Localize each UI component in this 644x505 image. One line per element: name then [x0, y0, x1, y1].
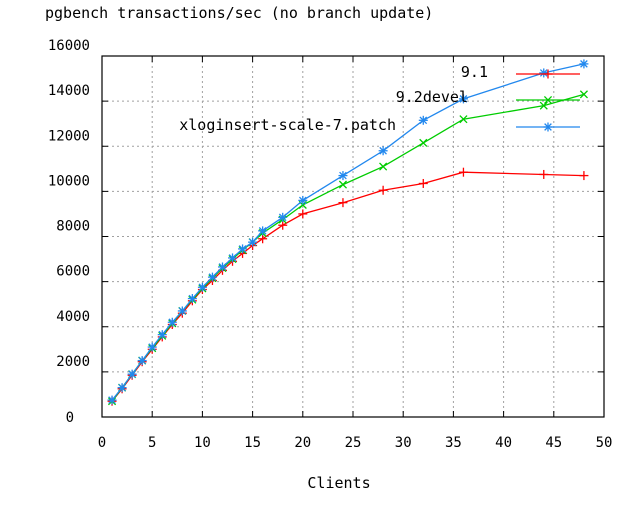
- data-point: [248, 237, 258, 247]
- data-point: [117, 383, 127, 393]
- data-point: [238, 244, 248, 254]
- y-tick-label: 2000: [56, 354, 90, 370]
- axis-ticks: 0 5 10 15 20 25 30 35 40 45 50 0 2000 4000 6000 8000 100…: [48, 38, 613, 451]
- data-point: [418, 178, 428, 188]
- data-point: [579, 59, 589, 69]
- data-point: [419, 138, 428, 147]
- data-point: [197, 282, 207, 292]
- legend-entry: xloginsert-scale-7.patch: [179, 116, 580, 134]
- data-point: [543, 69, 553, 79]
- data-point: [207, 272, 217, 282]
- data-point: [458, 167, 468, 177]
- x-tick-label: 30: [395, 435, 412, 451]
- data-point: [338, 198, 348, 208]
- data-point: [378, 146, 388, 156]
- x-tick-label: 25: [345, 435, 362, 451]
- data-point: [543, 122, 553, 132]
- y-tick-label: 16000: [48, 38, 90, 54]
- y-tick-label: 6000: [56, 264, 90, 280]
- data-point: [378, 185, 388, 195]
- legend-label: xloginsert-scale-7.patch: [179, 116, 396, 134]
- chart-title: pgbench transactions/sec (no branch upda…: [45, 4, 433, 22]
- data-point: [579, 171, 589, 181]
- data-point: [137, 356, 147, 366]
- y-tick-label: 4000: [56, 309, 90, 325]
- data-point: [298, 209, 308, 219]
- x-tick-label: 15: [244, 435, 261, 451]
- y-tick-label: 12000: [48, 128, 90, 144]
- series-line: [111, 93, 585, 402]
- data-point: [539, 68, 549, 78]
- legend-entry: 9.2devel: [396, 88, 580, 106]
- data-point: [338, 180, 348, 189]
- data-point: [177, 306, 187, 316]
- data-point: [127, 369, 137, 379]
- series-1: [107, 90, 588, 406]
- x-tick-label: 35: [445, 435, 462, 451]
- y-tick-label: 8000: [56, 219, 90, 235]
- y-tick-label: 14000: [48, 83, 90, 99]
- data-point: [379, 162, 388, 171]
- data-point: [539, 101, 548, 110]
- x-tick-label: 50: [596, 435, 613, 451]
- data-point: [217, 262, 227, 272]
- data-point: [543, 95, 553, 105]
- data-point: [187, 294, 197, 304]
- data-point: [579, 90, 588, 99]
- series-0: [107, 167, 589, 406]
- legend-label: 9.1: [461, 63, 488, 81]
- data-point: [167, 317, 177, 327]
- grid: [102, 56, 604, 417]
- data-point: [157, 330, 167, 340]
- data-point: [107, 395, 117, 405]
- data-point: [258, 226, 268, 236]
- legend-entry: 9.1: [461, 63, 580, 81]
- data-point: [147, 342, 157, 352]
- x-tick-label: 0: [98, 435, 106, 451]
- x-tick-label: 40: [495, 435, 512, 451]
- series-2: [107, 59, 589, 405]
- data-point: [338, 171, 348, 181]
- x-tick-label: 5: [148, 435, 156, 451]
- data-point: [228, 253, 238, 263]
- data-point: [278, 212, 288, 222]
- data-point: [418, 115, 428, 125]
- data-point: [258, 234, 268, 244]
- x-axis-label: Clients: [307, 474, 370, 492]
- data-point: [539, 169, 549, 179]
- data-point: [298, 195, 308, 205]
- series-line: [111, 171, 584, 402]
- x-tick-label: 45: [545, 435, 562, 451]
- series-layer: [107, 59, 589, 406]
- data-point: [278, 220, 288, 230]
- y-tick-label: 0: [66, 410, 74, 426]
- series-line: [111, 63, 585, 401]
- legend-label: 9.2devel: [396, 88, 468, 106]
- y-tick-label: 10000: [48, 173, 90, 189]
- x-tick-label: 10: [194, 435, 211, 451]
- data-point: [458, 94, 468, 104]
- data-point: [459, 115, 468, 124]
- x-tick-label: 20: [294, 435, 311, 451]
